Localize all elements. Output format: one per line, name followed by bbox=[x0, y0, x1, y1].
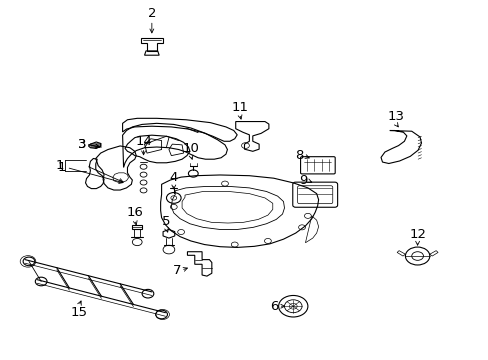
Text: 1: 1 bbox=[56, 159, 64, 172]
Text: 5: 5 bbox=[162, 215, 170, 228]
Text: 7: 7 bbox=[172, 264, 181, 277]
Text: 11: 11 bbox=[231, 101, 247, 114]
Text: 16: 16 bbox=[126, 206, 143, 220]
Text: 9: 9 bbox=[299, 174, 307, 187]
Text: 6: 6 bbox=[270, 300, 278, 313]
Text: 8: 8 bbox=[294, 149, 303, 162]
Text: 13: 13 bbox=[386, 110, 404, 123]
Text: 3: 3 bbox=[78, 138, 86, 150]
Text: 14: 14 bbox=[135, 135, 152, 148]
Text: 15: 15 bbox=[70, 306, 87, 319]
Text: 3: 3 bbox=[78, 138, 86, 150]
Text: 4: 4 bbox=[169, 171, 178, 184]
Text: 10: 10 bbox=[182, 142, 199, 155]
Text: 12: 12 bbox=[408, 228, 425, 241]
Text: 1: 1 bbox=[58, 161, 66, 174]
Text: 2: 2 bbox=[147, 8, 156, 21]
